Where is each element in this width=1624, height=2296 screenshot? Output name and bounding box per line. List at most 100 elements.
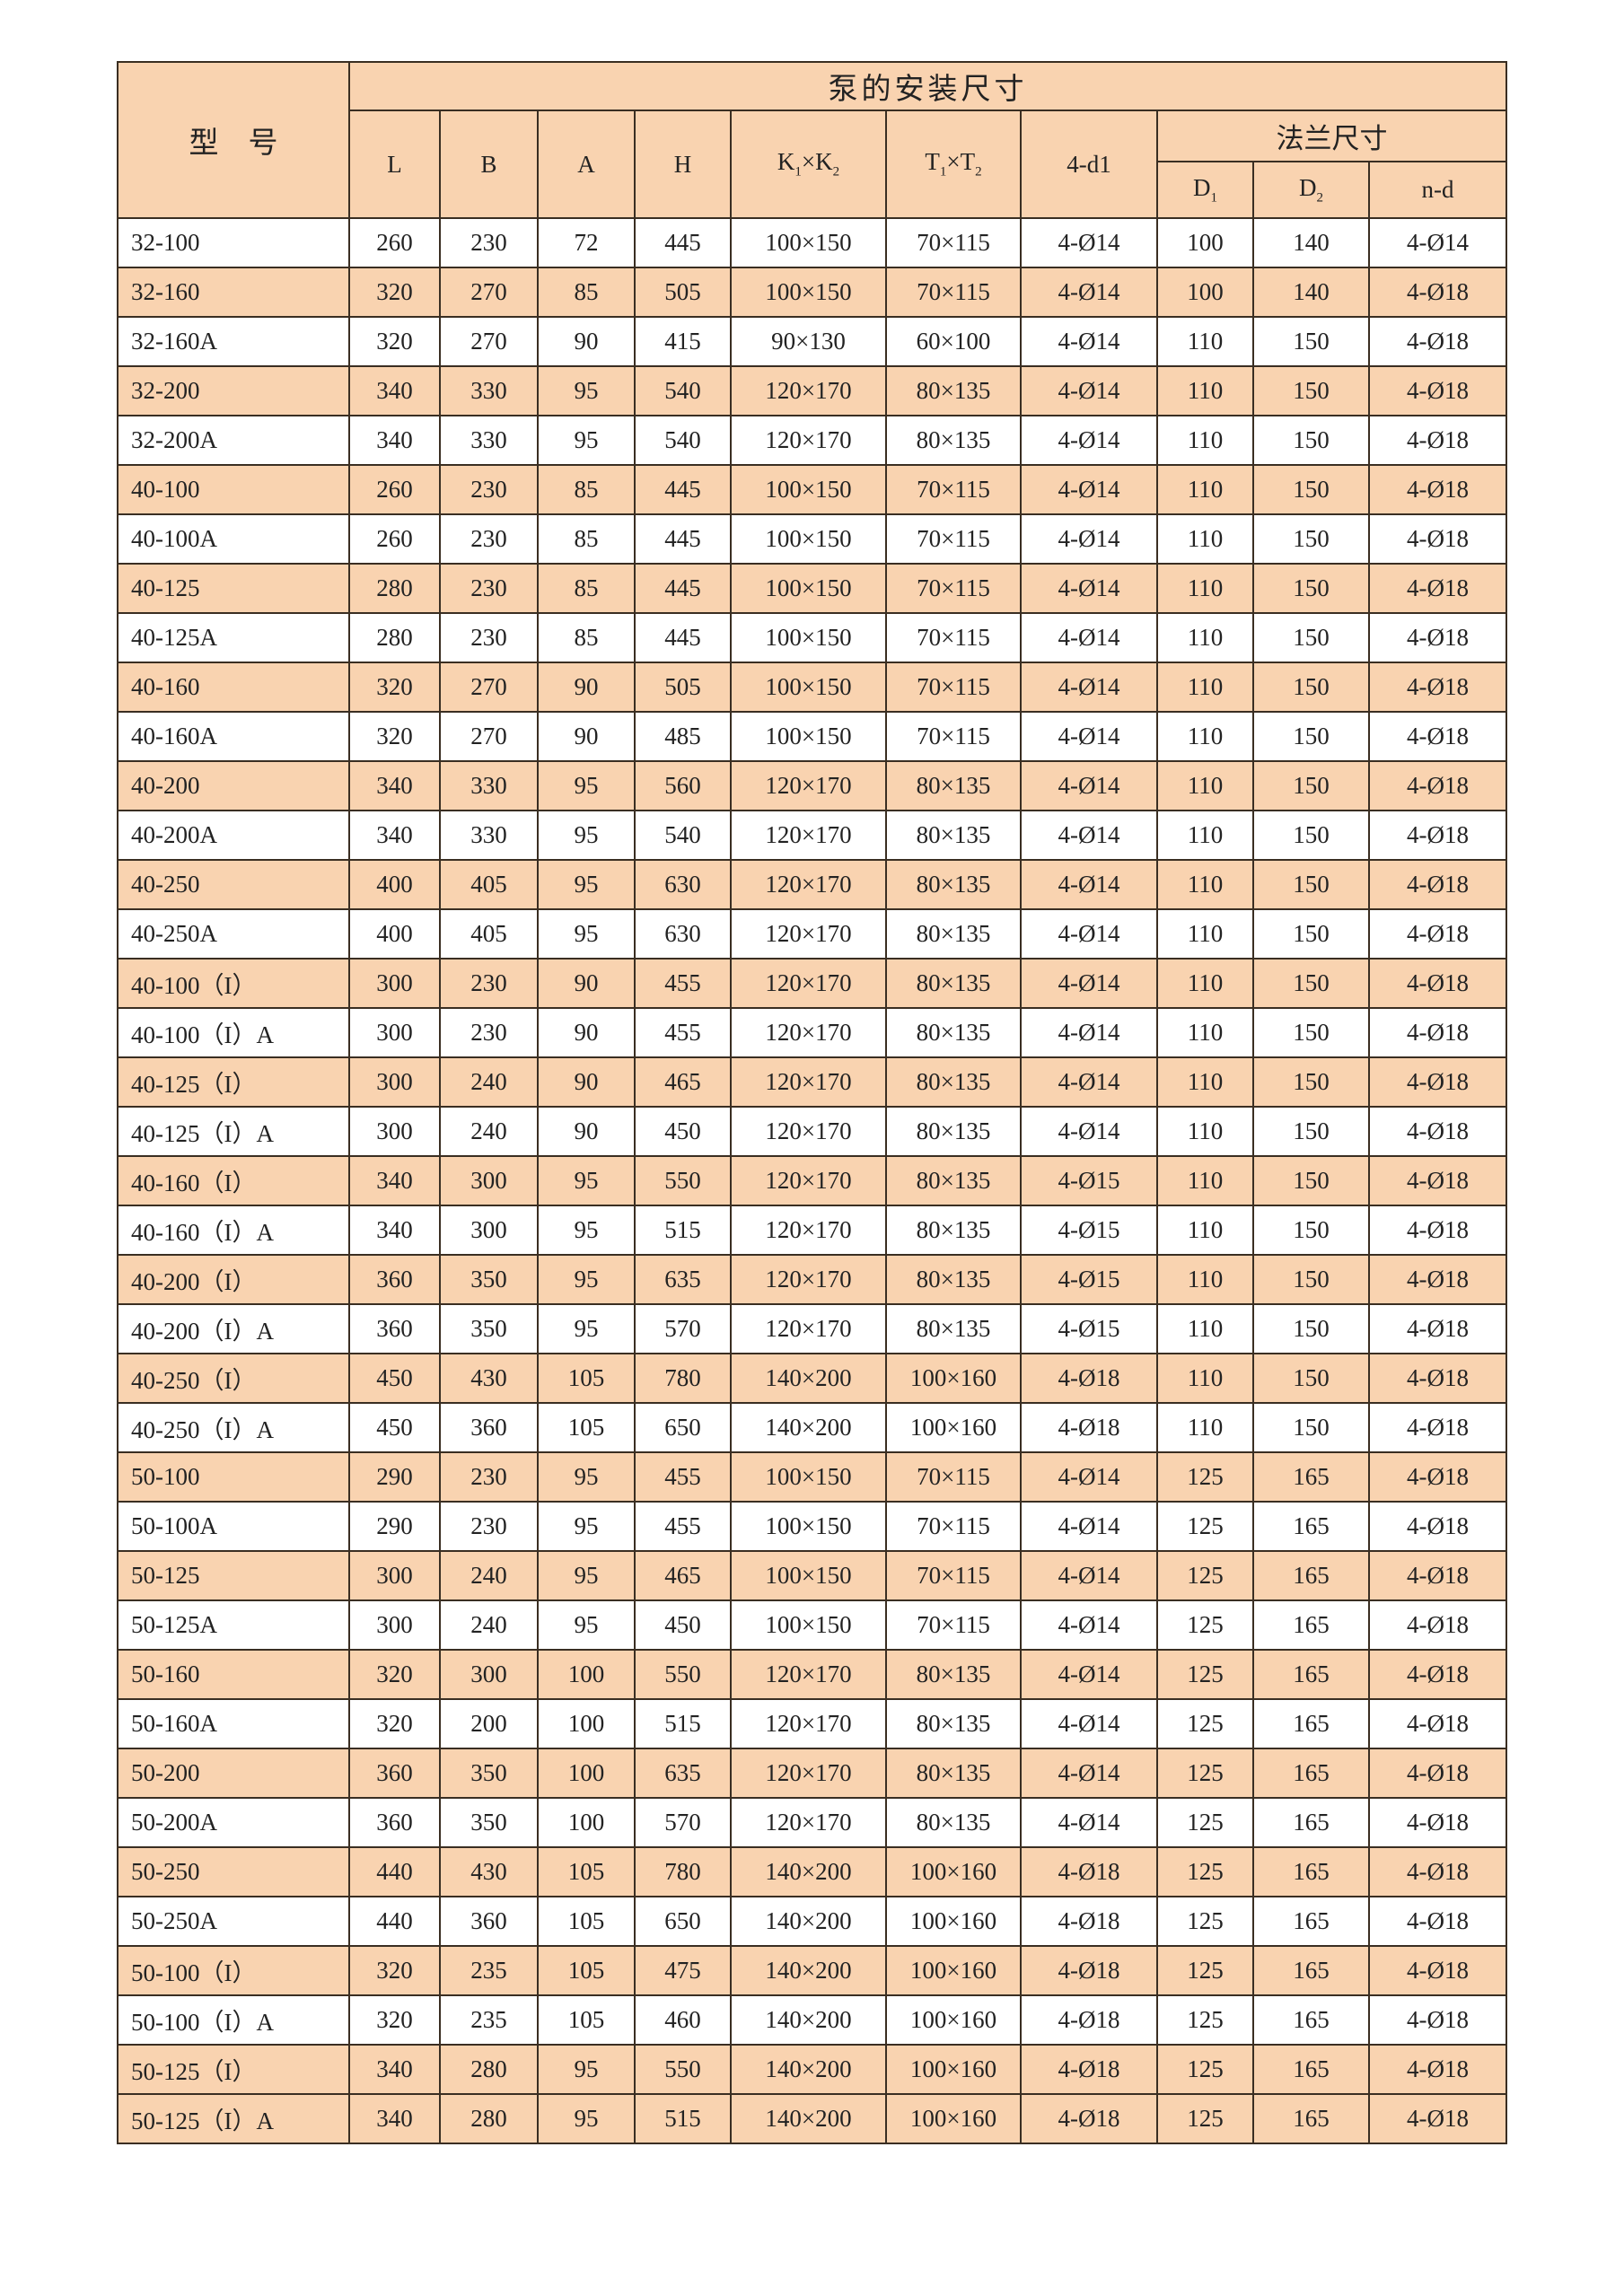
table-row: 50-160A 320 200 100 515 120×170 80×135 4-Ø14 125… bbox=[117, 1698, 1508, 1749]
table-row: 50-100（I）A 320 235 105 460 140×200 100×160 4-Ø1… bbox=[117, 1994, 1508, 2046]
cell-model: 40-125 bbox=[117, 563, 350, 614]
cell-d2: 140 bbox=[1252, 217, 1370, 268]
cell-b: 405 bbox=[439, 908, 539, 960]
cell-h: 550 bbox=[634, 1649, 732, 1700]
cell-h: 540 bbox=[634, 810, 732, 861]
cell-d1: 110 bbox=[1156, 1106, 1254, 1157]
cell-model: 32-200A bbox=[117, 415, 350, 466]
table-row: 40-250 400 405 95 630 120×170 80×135 4-Ø14 110 15… bbox=[117, 859, 1508, 910]
cell-t: 100×160 bbox=[885, 1846, 1022, 1897]
cell-l: 340 bbox=[348, 1155, 441, 1206]
cell-t: 100×160 bbox=[885, 2044, 1022, 2095]
cell-l: 340 bbox=[348, 2044, 441, 2095]
cell-d1: 110 bbox=[1156, 810, 1254, 861]
cell-h: 505 bbox=[634, 662, 732, 713]
cell-nd: 4-Ø18 bbox=[1367, 464, 1508, 515]
table-row: 50-250 440 430 105 780 140×200 100×160 4-Ø18 125… bbox=[117, 1846, 1508, 1897]
cell-l: 260 bbox=[348, 464, 441, 515]
cell-d1: 125 bbox=[1156, 1649, 1254, 1700]
cell-l: 440 bbox=[348, 1896, 441, 1947]
cell-d1: 110 bbox=[1156, 859, 1254, 910]
cell-b: 350 bbox=[439, 1254, 539, 1305]
cell-a: 100 bbox=[537, 1649, 636, 1700]
cell-model: 40-160A bbox=[117, 711, 350, 762]
cell-d2: 165 bbox=[1252, 1896, 1370, 1947]
header-n-d: n-d bbox=[1367, 161, 1508, 219]
cell-d2: 150 bbox=[1252, 1303, 1370, 1354]
cell-a: 95 bbox=[537, 1155, 636, 1206]
cell-t: 80×135 bbox=[885, 1254, 1022, 1305]
cell-d2: 150 bbox=[1252, 513, 1370, 565]
cell-d1: 4-Ø18 bbox=[1020, 2044, 1158, 2095]
cell-l: 360 bbox=[348, 1797, 441, 1848]
cell-model: 40-160 bbox=[117, 662, 350, 713]
cell-h: 570 bbox=[634, 1797, 732, 1848]
cell-d1: 125 bbox=[1156, 1994, 1254, 2046]
cell-k: 100×150 bbox=[730, 267, 887, 318]
cell-d1: 4-Ø14 bbox=[1020, 1451, 1158, 1503]
cell-a: 105 bbox=[537, 1945, 636, 1996]
cell-b: 360 bbox=[439, 1896, 539, 1947]
cell-k: 120×170 bbox=[730, 810, 887, 861]
cell-model: 50-100（I） bbox=[117, 1945, 350, 1996]
cell-model: 40-100A bbox=[117, 513, 350, 565]
cell-a: 95 bbox=[537, 2044, 636, 2095]
cell-d2: 150 bbox=[1252, 365, 1370, 416]
cell-d1: 4-Ø14 bbox=[1020, 415, 1158, 466]
cell-h: 515 bbox=[634, 2093, 732, 2144]
cell-h: 515 bbox=[634, 1698, 732, 1749]
cell-b: 280 bbox=[439, 2044, 539, 2095]
cell-t: 80×135 bbox=[885, 1303, 1022, 1354]
cell-b: 330 bbox=[439, 760, 539, 811]
cell-k: 100×150 bbox=[730, 1451, 887, 1503]
header-L: L bbox=[348, 110, 441, 219]
cell-a: 85 bbox=[537, 267, 636, 318]
pump-installation-dimensions-table: 型 号 泵的安装尺寸 L B A H K1×K2 T1×T2 4-d1 法兰尺寸… bbox=[117, 61, 1508, 2144]
table-row: 50-125（I） 340 280 95 550 140×200 100×160 4-Ø18 1… bbox=[117, 2044, 1508, 2095]
cell-a: 105 bbox=[537, 1353, 636, 1404]
header-D2: D2 bbox=[1252, 161, 1370, 219]
cell-l: 400 bbox=[348, 908, 441, 960]
cell-l: 360 bbox=[348, 1254, 441, 1305]
cell-d1: 110 bbox=[1156, 1353, 1254, 1404]
cell-a: 105 bbox=[537, 1896, 636, 1947]
cell-model: 40-125（I）A bbox=[117, 1106, 350, 1157]
cell-b: 350 bbox=[439, 1748, 539, 1799]
table-row: 32-200A 340 330 95 540 120×170 80×135 4-Ø14 110 1… bbox=[117, 415, 1508, 466]
cell-a: 90 bbox=[537, 662, 636, 713]
cell-d1: 4-Ø14 bbox=[1020, 1501, 1158, 1552]
cell-h: 635 bbox=[634, 1748, 732, 1799]
cell-nd: 4-Ø18 bbox=[1367, 1303, 1508, 1354]
cell-l: 340 bbox=[348, 365, 441, 416]
cell-l: 340 bbox=[348, 810, 441, 861]
cell-d2: 165 bbox=[1252, 1797, 1370, 1848]
cell-k: 120×170 bbox=[730, 1106, 887, 1157]
cell-k: 120×170 bbox=[730, 1254, 887, 1305]
cell-b: 300 bbox=[439, 1155, 539, 1206]
cell-h: 465 bbox=[634, 1550, 732, 1601]
header-A: A bbox=[537, 110, 636, 219]
cell-t: 80×135 bbox=[885, 1106, 1022, 1157]
cell-b: 235 bbox=[439, 1945, 539, 1996]
cell-t: 80×135 bbox=[885, 1155, 1022, 1206]
table-row: 40-160A 320 270 90 485 100×150 70×115 4-Ø14 110 1… bbox=[117, 711, 1508, 762]
cell-b: 230 bbox=[439, 217, 539, 268]
header-T1xT2: T1×T2 bbox=[885, 110, 1022, 219]
cell-nd: 4-Ø18 bbox=[1367, 1994, 1508, 2046]
cell-t: 70×115 bbox=[885, 1451, 1022, 1503]
table-row: 40-100（I） 300 230 90 455 120×170 80×135 4-Ø14 11… bbox=[117, 958, 1508, 1009]
table-header: 型 号 泵的安装尺寸 L B A H K1×K2 T1×T2 4-d1 法兰尺寸… bbox=[117, 61, 1508, 219]
cell-a: 95 bbox=[537, 760, 636, 811]
cell-model: 40-250（I） bbox=[117, 1353, 350, 1404]
cell-d2: 165 bbox=[1252, 1550, 1370, 1601]
table-row: 40-160 320 270 90 505 100×150 70×115 4-Ø14 110 15… bbox=[117, 662, 1508, 713]
cell-nd: 4-Ø18 bbox=[1367, 1402, 1508, 1453]
table-row: 40-100（I）A 300 230 90 455 120×170 80×135 4-Ø14 1… bbox=[117, 1007, 1508, 1058]
cell-b: 350 bbox=[439, 1797, 539, 1848]
cell-t: 80×135 bbox=[885, 1007, 1022, 1058]
table-row: 32-100 260 230 72 445 100×150 70×115 4-Ø14 100 14… bbox=[117, 217, 1508, 268]
cell-model: 50-125 bbox=[117, 1550, 350, 1601]
cell-d1: 100 bbox=[1156, 267, 1254, 318]
cell-k: 120×170 bbox=[730, 1007, 887, 1058]
cell-l: 290 bbox=[348, 1451, 441, 1503]
